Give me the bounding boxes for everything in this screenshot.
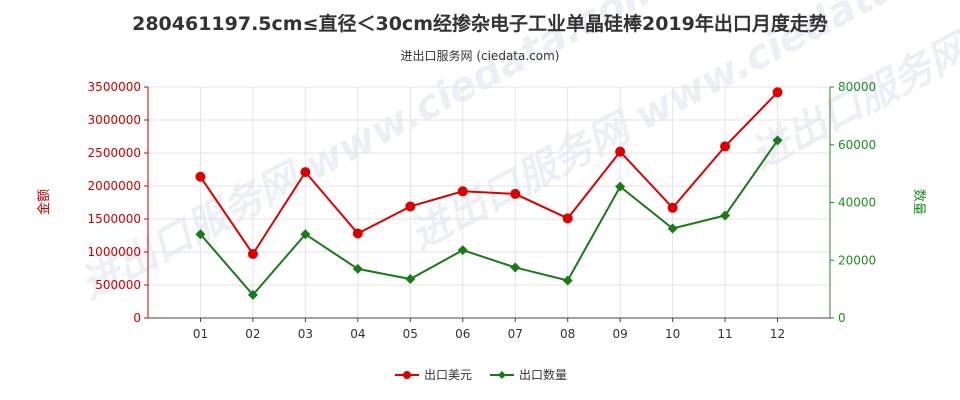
x-tick-label-05: 05 xyxy=(403,327,418,341)
x-tick-label-02: 02 xyxy=(245,327,260,341)
series-1-point-01 xyxy=(195,171,206,182)
legend-label-1: 出口美元 xyxy=(424,368,472,382)
legend-label-2: 出口数量 xyxy=(519,367,567,382)
series-layer xyxy=(195,87,783,300)
series-2-point-04 xyxy=(352,263,363,274)
series-2-point-06 xyxy=(457,245,468,256)
series-1 xyxy=(195,87,783,259)
series-1-point-11 xyxy=(720,141,731,152)
watermark-text-2: 进出口服务网 www.ciedata.com xyxy=(403,0,960,259)
series-2-point-12 xyxy=(772,135,783,146)
series-2-point-05 xyxy=(405,274,416,285)
series-1-point-12 xyxy=(772,87,783,98)
x-tick-label-06: 06 xyxy=(455,327,470,341)
y-right-tick-label-1: 20000 xyxy=(838,253,876,267)
y-right-tick-label-3: 60000 xyxy=(838,138,876,152)
series-2-point-03 xyxy=(300,229,311,240)
y-left-tick-label-6: 3000000 xyxy=(88,113,141,127)
series-1-point-10 xyxy=(667,202,678,213)
y-left-axis-label: 金额 xyxy=(36,189,52,215)
series-1-point-02 xyxy=(247,248,258,259)
series-2-point-08 xyxy=(562,275,573,286)
series-2-point-11 xyxy=(720,210,731,221)
x-tick-label-11: 11 xyxy=(717,327,732,341)
chart-title: 280461197.5cm≤直径＜30cm经掺杂电子工业单晶硅棒2019年出口月… xyxy=(132,12,828,35)
series-1-line xyxy=(199,91,779,256)
x-tick-label-01: 01 xyxy=(193,327,208,341)
y-left-tick-label-0: 0 xyxy=(133,311,141,325)
y-left-tick-label-3: 1500000 xyxy=(88,212,141,226)
x-tick-label-10: 10 xyxy=(665,327,680,341)
series-1-point-06 xyxy=(457,186,468,197)
x-tick-label-04: 04 xyxy=(350,327,365,341)
legend-swatch-marker-1 xyxy=(403,371,411,379)
series-2-point-02 xyxy=(247,289,258,300)
series-1-point-08 xyxy=(562,213,573,224)
legend-swatch-marker-2 xyxy=(498,371,506,379)
y-left-tick-label-2: 1000000 xyxy=(88,245,141,259)
x-tick-label-07: 07 xyxy=(508,327,523,341)
series-2-point-07 xyxy=(510,262,521,273)
legend: 出口美元 出口数量 xyxy=(395,367,567,382)
series-2-line xyxy=(199,139,779,297)
y-left-tick-label-5: 2500000 xyxy=(88,146,141,160)
x-tick-label-08: 08 xyxy=(560,327,575,341)
series-2-point-01 xyxy=(195,229,206,240)
y-right-tick-label-2: 40000 xyxy=(838,196,876,210)
series-1-point-03 xyxy=(300,167,311,178)
x-tick-label-12: 12 xyxy=(770,327,785,341)
y-left-tick-label-1: 500000 xyxy=(95,278,141,292)
x-tick-label-09: 09 xyxy=(613,327,628,341)
y-right-axis-label: 数量 xyxy=(911,189,926,215)
series-1-point-09 xyxy=(615,146,626,157)
series-2 xyxy=(195,135,783,300)
series-1-point-07 xyxy=(510,188,521,199)
series-2-point-10 xyxy=(667,223,678,234)
series-1-point-04 xyxy=(352,228,363,239)
y-left-tick-label-7: 3500000 xyxy=(88,80,141,94)
y-right-tick-label-4: 80000 xyxy=(838,80,876,94)
series-2-point-09 xyxy=(615,181,626,192)
chart-subtitle: 进出口服务网 (ciedata.com) xyxy=(401,48,560,63)
y-left-tick-label-4: 2000000 xyxy=(88,179,141,193)
tick-labels: 0 500000 1000000 1500000 2000000 2500000 30000… xyxy=(88,80,877,341)
y-right-tick-label-0: 0 xyxy=(838,311,846,325)
x-tick-label-03: 03 xyxy=(298,327,313,341)
series-1-point-05 xyxy=(405,201,416,212)
